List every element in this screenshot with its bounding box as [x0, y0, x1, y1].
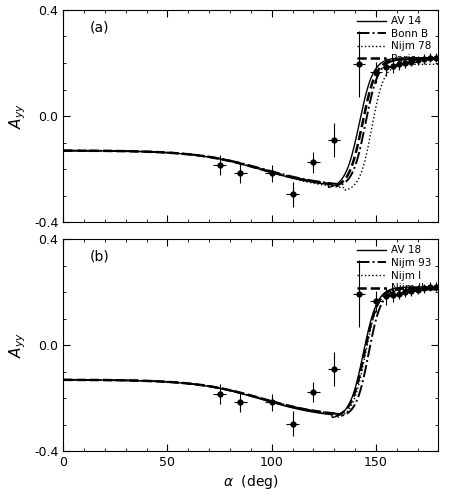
Paris — [238, 161, 244, 167]
Bonn B — [263, 167, 268, 173]
Bonn B — [238, 160, 244, 166]
AV 18 — [329, 415, 334, 421]
Nijm 78 — [263, 168, 268, 174]
Line: AV 18: AV 18 — [63, 287, 437, 418]
Nijm 78 — [342, 187, 347, 193]
Nijm 78 — [427, 62, 432, 67]
Nijm II — [240, 391, 246, 397]
Nijm I — [238, 390, 244, 396]
Nijm II — [283, 402, 289, 408]
Paris — [263, 168, 268, 174]
Bonn B — [240, 161, 246, 167]
Nijm II — [238, 390, 244, 396]
Nijm 78 — [368, 126, 373, 132]
AV 14 — [240, 162, 246, 168]
Nijm 93 — [60, 377, 66, 383]
Nijm I — [60, 377, 66, 383]
AV 14 — [368, 74, 373, 80]
AV 14 — [435, 55, 440, 61]
Line: AV 14: AV 14 — [63, 58, 437, 187]
Paris — [329, 184, 334, 189]
Paris — [283, 173, 289, 179]
Nijm 93 — [263, 397, 268, 403]
Nijm I — [263, 397, 268, 403]
Y-axis label: $A_{yy}$: $A_{yy}$ — [8, 103, 28, 129]
Nijm I — [368, 322, 373, 328]
AV 18 — [60, 377, 66, 383]
Nijm II — [435, 285, 440, 291]
Paris — [427, 56, 432, 62]
AV 18 — [427, 284, 432, 290]
AV 18 — [238, 391, 244, 397]
AV 14 — [283, 174, 289, 180]
Text: (b): (b) — [89, 250, 109, 264]
Paris — [60, 148, 66, 154]
Nijm 93 — [427, 287, 432, 293]
AV 18 — [368, 315, 373, 321]
AV 18 — [240, 391, 246, 397]
AV 18 — [435, 284, 440, 290]
Paris — [240, 161, 246, 167]
AV 18 — [263, 398, 268, 404]
Line: Nijm 93: Nijm 93 — [63, 290, 437, 416]
Nijm I — [435, 285, 440, 291]
AV 18 — [283, 403, 289, 409]
Y-axis label: $A_{yy}$: $A_{yy}$ — [8, 332, 28, 358]
AV 14 — [263, 168, 268, 174]
Bonn B — [333, 183, 339, 189]
Nijm 93 — [337, 413, 343, 419]
AV 14 — [60, 148, 66, 154]
Line: Paris: Paris — [63, 59, 437, 186]
Nijm 93 — [240, 391, 246, 397]
AV 14 — [427, 55, 432, 61]
Nijm II — [263, 397, 268, 403]
Nijm 93 — [238, 390, 244, 396]
Legend: AV 14, Bonn B, Nijm 78, Paris: AV 14, Bonn B, Nijm 78, Paris — [356, 16, 430, 64]
Line: Nijm 78: Nijm 78 — [63, 64, 437, 190]
Paris — [435, 56, 440, 62]
Nijm 78 — [240, 161, 246, 167]
Line: Nijm I: Nijm I — [63, 288, 437, 418]
Nijm II — [368, 318, 373, 324]
Bonn B — [283, 172, 289, 178]
Nijm 93 — [283, 402, 289, 408]
Nijm II — [427, 285, 432, 291]
Nijm 78 — [435, 62, 440, 67]
Nijm I — [283, 403, 289, 409]
Line: Nijm II: Nijm II — [63, 288, 437, 416]
Line: Bonn B: Bonn B — [63, 59, 437, 186]
Bonn B — [60, 148, 66, 154]
Nijm I — [427, 285, 432, 291]
Nijm 78 — [283, 174, 289, 180]
Nijm 93 — [368, 336, 373, 342]
Bonn B — [427, 56, 432, 62]
Legend: AV 18, Nijm 93, Nijm I, Nijm II: AV 18, Nijm 93, Nijm I, Nijm II — [356, 246, 430, 293]
Nijm II — [331, 413, 336, 419]
Nijm 93 — [435, 287, 440, 293]
AV 14 — [238, 161, 244, 167]
Nijm I — [240, 391, 246, 397]
Text: (a): (a) — [89, 20, 109, 35]
AV 14 — [325, 185, 331, 190]
Bonn B — [368, 92, 373, 98]
Nijm II — [60, 377, 66, 383]
Nijm 78 — [238, 161, 244, 167]
Bonn B — [435, 56, 440, 62]
X-axis label: $\alpha$  (deg): $\alpha$ (deg) — [222, 473, 278, 492]
Paris — [368, 82, 373, 88]
Nijm 78 — [60, 148, 66, 154]
Nijm I — [333, 415, 339, 421]
